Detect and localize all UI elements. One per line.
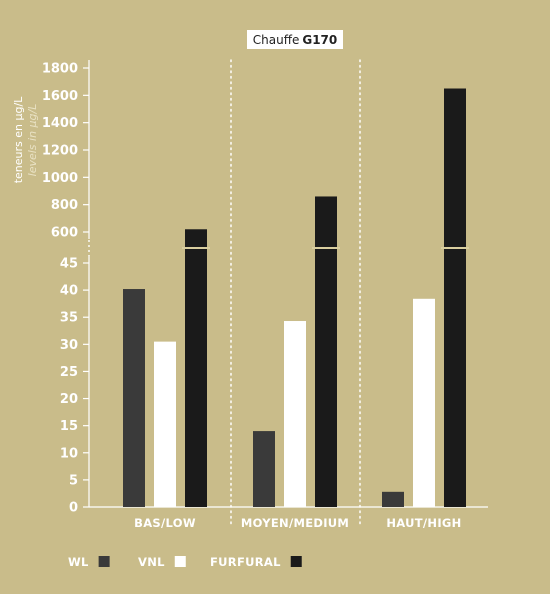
y-tick-label: 1800	[42, 62, 78, 77]
bar-vnl-1	[284, 321, 306, 507]
bar-wl-2	[382, 491, 404, 507]
bar-wl-0	[123, 289, 145, 507]
y-axis-label-en: levels in µg/L	[26, 104, 39, 177]
bar-vnl-2	[413, 298, 435, 507]
y-tick-label: 25	[60, 365, 78, 380]
y-tick-label: 800	[51, 198, 78, 213]
y-tick-label: 30	[60, 338, 78, 353]
legend-swatch	[290, 556, 302, 567]
y-tick-label: 40	[60, 284, 78, 299]
legend-swatch	[98, 556, 110, 567]
bar-wl-1	[253, 431, 275, 507]
y-tick-label: 10	[60, 446, 78, 461]
bar-furfural-1	[315, 196, 337, 507]
y-tick-label: 600	[51, 226, 78, 241]
y-tick-label: 45	[60, 257, 78, 272]
y-tick-label: 1400	[42, 116, 78, 131]
chart-title-prefix: Chauffe	[252, 32, 300, 47]
legend-swatch	[174, 556, 186, 567]
bar-vnl-0	[154, 341, 176, 507]
category-label: HAUT/HIGH	[386, 516, 461, 530]
y-axis-label: teneurs en µg/L	[12, 96, 25, 183]
y-tick-label: 1200	[42, 144, 78, 159]
y-tick-label: 15	[60, 419, 78, 434]
chart-title: Chauffe G170	[247, 30, 343, 49]
y-tick-label: 0	[69, 501, 78, 516]
legend-label: WL	[68, 555, 89, 569]
legend-label: VNL	[138, 555, 165, 569]
bar-furfural-2	[444, 88, 466, 507]
legend-label: FURFURAL	[210, 555, 281, 569]
y-tick-label: 1000	[42, 171, 78, 186]
bar-furfural-0	[185, 229, 207, 507]
category-label: BAS/LOW	[134, 516, 196, 530]
y-tick-label: 35	[60, 311, 78, 326]
chart-title-bold: G170	[302, 32, 338, 47]
category-label: MOYEN/MEDIUM	[241, 516, 349, 530]
y-tick-label: 1600	[42, 89, 78, 104]
y-tick-label: 5	[69, 473, 78, 488]
y-tick-label: 20	[60, 392, 78, 407]
